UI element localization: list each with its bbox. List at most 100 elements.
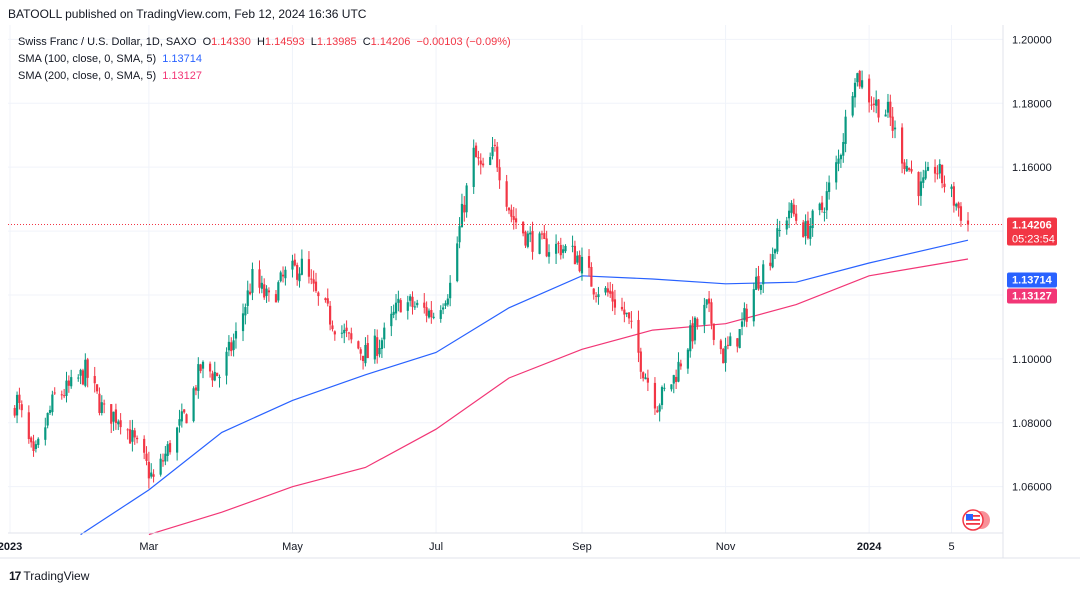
candle-up [70,377,73,387]
candle-up [597,294,600,298]
candle-up [743,308,746,321]
time-tick-label: Mar [139,541,158,553]
candle-down [627,312,631,319]
candle-down [522,221,525,234]
tradingview-logo[interactable]: 17 TradingView [9,569,89,583]
sma200-label: SMA (200, close, 0, SMA, 5) [18,70,157,82]
candle-down [933,166,937,174]
candle-up [260,282,263,289]
candle-up [225,351,228,376]
candle-down [587,256,591,268]
candle-down [267,290,271,293]
close-value: 1.14206 [370,36,411,48]
candle-down [966,220,970,225]
candle-up [409,296,412,301]
last-price-tag-bg [1007,217,1057,246]
candle-down [411,296,414,307]
candle-up [778,229,781,231]
candle-up [489,157,492,165]
sma200-legend[interactable]: SMA (200, close, 0, SMA, 5) 1.13127 [18,70,205,82]
candle-up [449,282,452,299]
candle-down [936,173,939,175]
candle-down [858,70,861,87]
candle-up [644,377,647,380]
candle-up [926,166,930,171]
candle-up [117,421,120,425]
candle-down [557,242,560,245]
sma100-price-tag-text: 1.13714 [1012,275,1053,287]
candle-up [703,304,706,325]
symbol-name: Swiss Franc / U.S. Dollar, 1D, SAXO [18,36,197,48]
candle-down [199,364,202,371]
candle-up [576,255,579,263]
last-price-tag-text: 05:23:54 [1012,233,1055,245]
candle-up [246,290,249,306]
candle-down [81,370,85,385]
candle-down [957,202,960,209]
candle-down [710,302,713,324]
candle-down [281,274,285,277]
sma100-line [80,239,969,536]
candle-down [707,298,711,304]
candle-up [406,302,409,311]
candle-down [13,407,16,416]
candle-up [759,284,762,290]
candle-up [427,310,431,318]
candle-down [646,377,649,383]
tradingview-logo-icon: 17 [9,569,21,583]
candle-up [785,220,788,230]
candle-up [835,162,838,183]
candle-up [343,329,346,334]
candle-down [736,338,739,347]
candle-down [263,284,266,298]
candle-up [277,282,280,301]
symbol-legend[interactable]: Swiss Franc / U.S. Dollar, 1D, SAXO O1.1… [18,36,514,48]
candle-up [472,147,475,187]
us-flag-icon[interactable] [962,509,990,531]
sma100-legend[interactable]: SMA (100, close, 0, SMA, 5) 1.13714 [18,53,205,65]
candle-down [877,99,880,118]
candle-up [755,276,758,290]
candle-down [606,288,609,293]
candle-up [279,272,282,282]
candle-down [696,318,699,326]
time-tick-label: 2023 [0,541,22,553]
candle-down [152,474,155,477]
candle-down [889,101,892,118]
candle-up [159,458,162,475]
candle-up [924,170,927,179]
moving-averages [80,239,969,536]
candle-up [44,427,47,440]
candle-down [183,409,186,413]
candle-up [547,252,551,257]
sma100-value: 1.13714 [162,53,202,65]
candle-up [658,405,661,412]
candle-down [317,292,320,297]
low-label: L [310,36,317,48]
candle-down [98,393,101,413]
candle-down [545,238,548,257]
candle-up [842,142,845,156]
candle-down [792,204,795,215]
time-tick-label: 5 [948,541,954,553]
candle-down [505,181,508,207]
candle-down [679,363,682,367]
sma200-price-tag: 1.13127 [1007,288,1057,304]
price-tick-label: 1.20000 [1012,34,1052,46]
candle-down [296,264,299,280]
candle-down [216,372,219,377]
candle-down [376,337,379,356]
candle-down [510,209,513,217]
candle-down [630,320,633,322]
candle-up [875,99,878,106]
candle-up [458,226,461,243]
sma200-line [148,258,969,536]
candle-down [479,160,482,165]
candle-down [67,380,70,386]
price-tick-label: 1.16000 [1012,162,1052,174]
price-tick-label: 1.08000 [1012,418,1052,430]
candle-up [950,186,953,189]
time-tick-label: Jul [429,541,443,553]
